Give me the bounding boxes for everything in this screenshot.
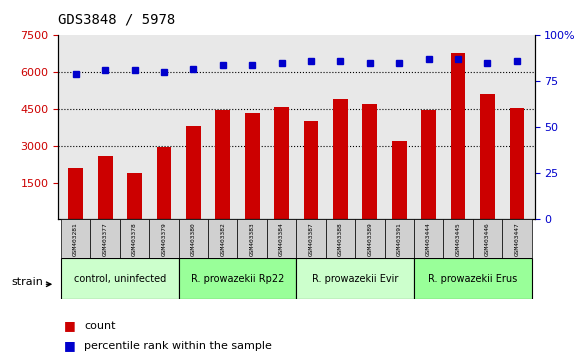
FancyBboxPatch shape [267,219,296,258]
Text: GSM403387: GSM403387 [309,222,314,256]
Bar [98,156,113,219]
Text: GSM403380: GSM403380 [191,222,196,256]
Bar [392,141,407,219]
Bar [451,53,465,219]
Bar [421,110,436,219]
FancyBboxPatch shape [149,219,179,258]
FancyBboxPatch shape [179,258,296,299]
FancyBboxPatch shape [385,219,414,258]
FancyBboxPatch shape [120,219,149,258]
Text: GSM403377: GSM403377 [103,222,107,256]
Text: GSM403446: GSM403446 [485,222,490,256]
Bar [127,173,142,219]
Text: GSM403447: GSM403447 [514,222,519,256]
FancyBboxPatch shape [443,219,473,258]
FancyBboxPatch shape [208,219,238,258]
Text: GSM403388: GSM403388 [338,222,343,256]
Bar [245,113,260,219]
Bar [69,168,83,219]
Text: GSM403384: GSM403384 [279,222,284,256]
Text: strain: strain [12,277,44,287]
Text: GSM403378: GSM403378 [132,222,137,256]
FancyBboxPatch shape [355,219,385,258]
Text: GSM403389: GSM403389 [367,222,372,256]
Bar [304,121,318,219]
Bar [216,110,230,219]
FancyBboxPatch shape [326,219,355,258]
Text: count: count [84,321,116,331]
Bar [363,104,377,219]
Bar [274,107,289,219]
Text: GSM403383: GSM403383 [250,222,254,256]
FancyBboxPatch shape [61,258,179,299]
Text: GSM403444: GSM403444 [426,222,431,256]
Text: R. prowazekii Evir: R. prowazekii Evir [312,274,399,284]
FancyBboxPatch shape [473,219,502,258]
Bar [480,94,495,219]
FancyBboxPatch shape [296,219,326,258]
Bar [157,147,171,219]
Text: ■: ■ [64,319,76,332]
Text: GDS3848 / 5978: GDS3848 / 5978 [58,12,175,26]
Bar [186,126,200,219]
FancyBboxPatch shape [414,258,532,299]
FancyBboxPatch shape [179,219,208,258]
Text: GSM403391: GSM403391 [397,222,401,256]
Text: ■: ■ [64,339,76,352]
Text: percentile rank within the sample: percentile rank within the sample [84,341,272,351]
Text: R. prowazekii Erus: R. prowazekii Erus [428,274,518,284]
FancyBboxPatch shape [502,219,532,258]
Text: GSM403281: GSM403281 [73,222,78,256]
Text: R. prowazekii Rp22: R. prowazekii Rp22 [191,274,284,284]
Text: GSM403445: GSM403445 [456,222,461,256]
FancyBboxPatch shape [61,219,91,258]
Bar [510,108,524,219]
Text: control, uninfected: control, uninfected [74,274,166,284]
Text: GSM403379: GSM403379 [162,222,167,256]
FancyBboxPatch shape [296,258,414,299]
FancyBboxPatch shape [414,219,443,258]
Bar [333,99,348,219]
FancyBboxPatch shape [238,219,267,258]
Text: GSM403382: GSM403382 [220,222,225,256]
FancyBboxPatch shape [91,219,120,258]
